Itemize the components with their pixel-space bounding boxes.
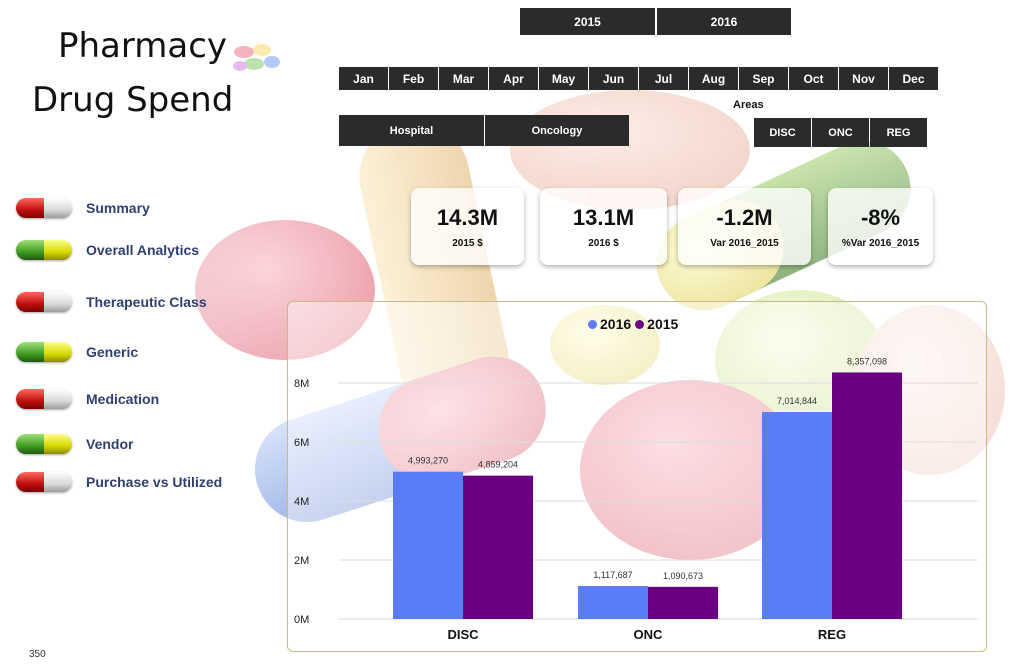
data-label: 7,014,844: [777, 396, 817, 406]
nav-item-label: Therapeutic Class: [86, 294, 207, 310]
y-tick-label: 6M: [294, 437, 309, 449]
y-tick-label: 4M: [294, 496, 309, 508]
kpi-card-2016: 13.1M 2016 $: [540, 188, 667, 265]
kpi-card-percent-variance: -8% %Var 2016_2015: [828, 188, 933, 265]
nav-item-therapeutic-class[interactable]: Therapeutic Class: [16, 291, 207, 313]
bar-chart-svg: 0M 2M 4M 6M 8M 4,993,270 4,859,204 DISC 1,117,68…: [294, 356, 978, 642]
kpi-value: -8%: [860, 204, 901, 230]
nav-item-label: Overall Analytics: [86, 242, 200, 258]
nav-item-purchase-vs-utilized[interactable]: Purchase vs Utilized: [16, 471, 222, 493]
green-capsule-icon: [16, 342, 72, 362]
legend-entry-2016[interactable]: 2016: [588, 316, 631, 332]
bar-reg-2016[interactable]: [762, 412, 832, 619]
month-slicer-sep[interactable]: Sep: [739, 67, 788, 90]
setting-slicer-oncology[interactable]: Oncology: [485, 115, 629, 146]
month-slicer-aug[interactable]: Aug: [689, 67, 738, 90]
red-capsule-icon: [16, 292, 72, 312]
page-number: 350: [29, 649, 46, 660]
legend-label-2016: 2016: [600, 316, 632, 332]
data-label: 1,090,673: [663, 571, 703, 581]
red-capsule-icon: [16, 472, 72, 492]
kpi-value: -1.2M: [716, 204, 773, 230]
data-label: 4,859,204: [478, 460, 518, 470]
month-slicer-jul[interactable]: Jul: [639, 67, 688, 90]
legend-dot-2015: [635, 319, 645, 329]
month-slicer-jun[interactable]: Jun: [589, 67, 638, 90]
kpi-value: 13.1M: [572, 204, 635, 230]
nav-item-vendor[interactable]: Vendor: [16, 433, 133, 455]
data-label: 1,117,687: [593, 570, 632, 580]
nav-item-label: Purchase vs Utilized: [86, 474, 223, 490]
nav-item-label: Medication: [86, 391, 160, 407]
areas-slicer-disc[interactable]: DISC: [754, 118, 811, 147]
areas-slicer-onc[interactable]: ONC: [812, 118, 869, 147]
data-label: 4,993,270: [408, 456, 448, 466]
nav-item-label: Generic: [86, 344, 139, 360]
bar-onc-2015[interactable]: [648, 586, 718, 619]
kpi-label: %Var 2016_2015: [841, 237, 920, 249]
x-category-label: REG: [818, 627, 846, 642]
data-label: 8,357,098: [847, 356, 887, 366]
kpi-card-2015: 14.3M 2015 $: [411, 188, 524, 265]
x-category-label: ONC: [634, 627, 664, 642]
nav-item-overall-analytics[interactable]: Overall Analytics: [16, 239, 199, 261]
nav-item-label: Vendor: [86, 436, 134, 452]
y-tick-label: 8M: [294, 378, 309, 390]
bar-reg-2015[interactable]: [832, 372, 902, 619]
nav-item-label: Summary: [86, 200, 150, 216]
kpi-label: 2016 $: [588, 237, 619, 249]
page-title-line1: Pharmacy: [58, 26, 228, 66]
year-slicer-2015[interactable]: 2015: [520, 8, 655, 35]
kpi-value: 14.3M: [436, 204, 499, 230]
green-capsule-icon: [16, 434, 72, 454]
month-slicer-nov[interactable]: Nov: [839, 67, 888, 90]
y-tick-label: 2M: [294, 555, 309, 567]
y-tick-label: 0M: [294, 614, 309, 626]
month-slicer-jan[interactable]: Jan: [339, 67, 388, 90]
month-slicer-oct[interactable]: Oct: [789, 67, 838, 90]
legend-dot-2016: [588, 319, 597, 329]
kpi-label: Var 2016_2015: [710, 237, 779, 249]
kpi-card-variance: -1.2M Var 2016_2015: [678, 188, 811, 265]
bar-onc-2016[interactable]: [578, 586, 648, 619]
nav-item-summary[interactable]: Summary: [16, 197, 150, 219]
legend-label-2015: 2015: [647, 316, 679, 332]
nav-item-generic[interactable]: Generic: [16, 341, 138, 363]
setting-slicer-hospital[interactable]: Hospital: [339, 115, 484, 146]
month-slicer-dec[interactable]: Dec: [889, 67, 938, 90]
areas-label: Areas: [733, 99, 764, 111]
x-category-label: DISC: [447, 627, 479, 642]
month-slicer-may[interactable]: May: [539, 67, 588, 90]
month-slicer-mar[interactable]: Mar: [439, 67, 488, 90]
areas-slicer-reg[interactable]: REG: [870, 118, 927, 147]
page-title-line2: Drug Spend: [32, 80, 234, 120]
month-slicer-feb[interactable]: Feb: [389, 67, 438, 90]
month-slicer-apr[interactable]: Apr: [489, 67, 538, 90]
kpi-label: 2015 $: [452, 237, 483, 249]
bar-disc-2015[interactable]: [463, 475, 533, 619]
legend-entry-2015[interactable]: 2015: [635, 316, 678, 332]
spend-by-area-chart[interactable]: 0M 2M 4M 6M 8M 4,993,270 4,859,204 DISC 1,117,68…: [287, 301, 987, 652]
chart-legend[interactable]: 2016 2015: [588, 316, 682, 332]
green-capsule-icon: [16, 240, 72, 260]
red-capsule-icon: [16, 389, 72, 409]
nav-item-medication[interactable]: Medication: [16, 388, 159, 410]
bar-disc-2016[interactable]: [393, 471, 463, 619]
red-capsule-icon: [16, 198, 72, 218]
year-slicer-2016[interactable]: 2016: [657, 8, 791, 35]
